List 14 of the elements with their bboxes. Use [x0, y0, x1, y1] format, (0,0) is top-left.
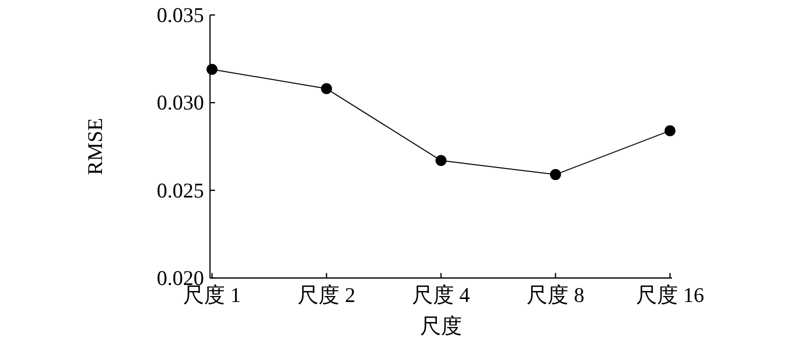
x-tick-label: 尺度 16: [636, 283, 704, 307]
y-axis-title: RMSE: [83, 118, 107, 176]
point: [436, 155, 446, 166]
x-axis-title: 尺度: [420, 314, 462, 338]
point: [321, 83, 332, 94]
x-tick-label: 尺度 2: [298, 283, 356, 307]
y-tick-label: 0.025: [156, 178, 204, 202]
point: [550, 169, 561, 180]
x-tick-label: 尺度 4: [412, 283, 470, 307]
point: [206, 64, 218, 75]
point: [664, 125, 676, 136]
y-tick-label: 0.030: [156, 90, 204, 115]
y-tick-label: 0.035: [156, 3, 204, 27]
x-tick-label: 尺度 8: [526, 283, 584, 307]
